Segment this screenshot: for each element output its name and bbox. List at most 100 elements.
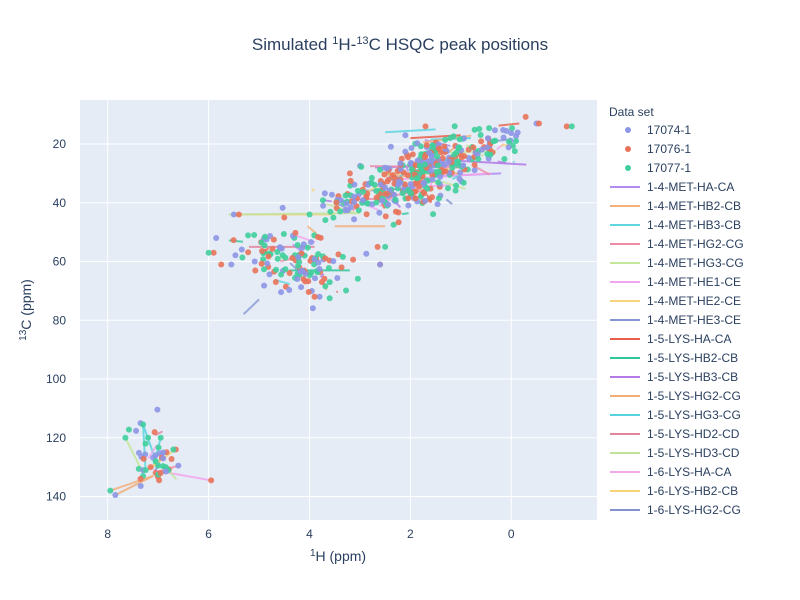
- peak-point-18: [568, 123, 575, 130]
- cluster-link-0-7: [242, 298, 260, 315]
- legend-item-1-5-LYS-HB2-CB[interactable]: 1-5-LYS-HB2-CB: [610, 351, 738, 365]
- legend-label: 1-5-LYS-HB3-CB: [647, 370, 738, 384]
- legend-item-17077-1[interactable]: 17077-1: [625, 161, 691, 175]
- peak-point: [408, 166, 415, 173]
- peak-point: [343, 200, 350, 207]
- legend-label: 1-5-LYS-HD3-CD: [647, 446, 740, 460]
- peak-point: [383, 190, 390, 197]
- peak-point-2: [213, 235, 220, 242]
- legend-label: 1-5-LYS-HG2-CG: [647, 389, 741, 403]
- peak-point: [441, 143, 448, 150]
- peak-point: [503, 128, 510, 135]
- legend-item-1-5-LYS-HD2-CD[interactable]: 1-5-LYS-HD2-CD: [610, 427, 740, 441]
- legend-marker: [625, 146, 631, 152]
- peak-point: [299, 267, 306, 274]
- legend-item-1-6-LYS-HA-CA[interactable]: 1-6-LYS-HA-CA: [610, 465, 731, 479]
- peak-point: [397, 165, 404, 172]
- peak-point: [477, 132, 484, 139]
- peak-point-33: [160, 449, 167, 456]
- legend-item-1-5-LYS-HB3-CB[interactable]: 1-5-LYS-HB3-CB: [610, 370, 738, 384]
- peak-point: [278, 271, 285, 278]
- peak-point: [505, 144, 512, 151]
- peak-point-0: [230, 211, 237, 218]
- link-line-22: [142, 424, 147, 471]
- cluster-link-3-6: [401, 212, 409, 216]
- cluster-link-4-2: [451, 173, 461, 181]
- peak-point: [278, 289, 285, 296]
- legend-item-1-4-MET-HE1-CE[interactable]: 1-4-MET-HE1-CE: [610, 275, 741, 289]
- peak-point: [522, 113, 529, 120]
- cluster-link-4-0: [497, 160, 507, 165]
- peak-point: [484, 144, 491, 151]
- legend-item-1-4-MET-HE3-CE[interactable]: 1-4-MET-HE3-CE: [610, 313, 741, 327]
- legend-item-1-6-LYS-HB2-CB[interactable]: 1-6-LYS-HB2-CB: [610, 484, 738, 498]
- legend-item-1-4-MET-HG2-CG[interactable]: 1-4-MET-HG2-CG: [610, 237, 744, 251]
- peak-point: [322, 255, 329, 262]
- legend[interactable]: Data set 17074-1 17076-1 17077-1 1-4-MET-HA…: [609, 105, 744, 517]
- peak-point: [155, 444, 162, 451]
- peak-point-5: [218, 261, 225, 268]
- legend-item-1-4-MET-HB3-CB[interactable]: 1-4-MET-HB3-CB: [610, 218, 741, 232]
- peak-point: [261, 233, 268, 240]
- legend-marker: [625, 127, 631, 133]
- legend-item-1-5-LYS-HG3-CG[interactable]: 1-5-LYS-HG3-CG: [610, 408, 741, 422]
- legend-item-17074-1[interactable]: 17074-1: [625, 123, 691, 137]
- legend-item-1-4-MET-HG3-CG[interactable]: 1-4-MET-HG3-CG: [610, 256, 744, 270]
- peak-point: [330, 214, 337, 221]
- peak-point-21: [346, 170, 353, 177]
- peak-point-10: [374, 243, 381, 250]
- peak-point: [335, 251, 342, 258]
- peak-point: [264, 260, 271, 267]
- peak-point: [414, 157, 421, 164]
- peak-point: [125, 426, 132, 433]
- peak-point: [500, 134, 507, 141]
- peak-point: [318, 279, 325, 286]
- peak-point: [261, 266, 268, 273]
- peak-point: [309, 305, 316, 312]
- peak-point: [435, 195, 442, 202]
- legend-item-1-5-LYS-HG2-CG[interactable]: 1-5-LYS-HG2-CG: [610, 389, 741, 403]
- peak-point: [451, 123, 458, 130]
- peak-point: [245, 232, 252, 239]
- cluster-link-7-2: [147, 444, 158, 459]
- y-tick-label-0: 20: [53, 137, 67, 151]
- link-line-8: [385, 128, 436, 134]
- peak-point-26: [208, 477, 215, 484]
- legend-item-17076-1[interactable]: 17076-1: [625, 142, 691, 156]
- legend-item-1-4-MET-HE2-CE[interactable]: 1-4-MET-HE2-CE: [610, 294, 741, 308]
- legend-item-1-5-LYS-HD3-CD[interactable]: 1-5-LYS-HD3-CD: [610, 446, 740, 460]
- peak-point: [471, 126, 478, 133]
- peak-point: [292, 229, 299, 236]
- peak-point: [475, 155, 482, 162]
- legend-item-1-4-MET-HB2-CB[interactable]: 1-4-MET-HB2-CB: [610, 199, 741, 213]
- peak-point: [311, 275, 318, 282]
- peak-point: [259, 248, 266, 255]
- legend-item-1-5-LYS-HA-CA[interactable]: 1-5-LYS-HA-CA: [610, 332, 731, 346]
- peak-point: [402, 148, 409, 155]
- legend-item-1-6-LYS-HG2-CG[interactable]: 1-6-LYS-HG2-CG: [610, 503, 741, 517]
- peak-point: [384, 178, 391, 185]
- peak-point: [363, 250, 370, 257]
- peak-point: [295, 262, 302, 269]
- peak-point: [377, 181, 384, 188]
- peak-point: [416, 162, 423, 169]
- peak-point: [251, 231, 258, 238]
- peak-point: [315, 259, 322, 266]
- peak-point: [354, 187, 361, 194]
- peak-point: [395, 209, 402, 216]
- peak-point: [334, 274, 341, 281]
- cluster-link-5-4: [473, 165, 491, 176]
- peak-point: [455, 145, 462, 152]
- peak-point: [274, 249, 281, 256]
- peak-point: [350, 256, 357, 263]
- peak-point: [363, 211, 370, 218]
- legend-item-1-4-MET-HA-CA[interactable]: 1-4-MET-HA-CA: [610, 180, 734, 194]
- peak-point: [252, 267, 259, 274]
- peak-point: [435, 168, 442, 175]
- peak-point-27: [122, 434, 129, 441]
- peak-point: [358, 163, 365, 170]
- peak-point: [474, 151, 481, 158]
- peak-point: [273, 266, 280, 273]
- peak-point-36: [160, 455, 167, 462]
